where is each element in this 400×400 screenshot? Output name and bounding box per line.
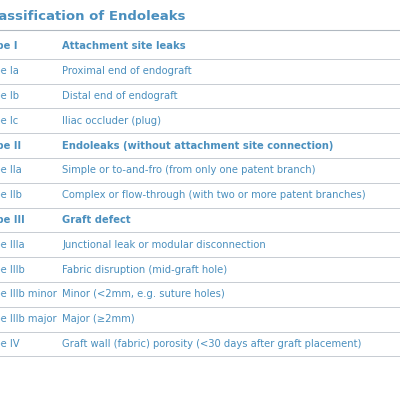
Text: Type Ia: Type Ia	[0, 66, 19, 76]
Text: Type IIb: Type IIb	[0, 190, 22, 200]
Text: Junctional leak or modular disconnection: Junctional leak or modular disconnection	[62, 240, 266, 250]
Text: Fabric disruption (mid-graft hole): Fabric disruption (mid-graft hole)	[62, 265, 227, 274]
Text: Endoleaks (without attachment site connection): Endoleaks (without attachment site conne…	[62, 141, 333, 150]
Text: Graft wall (fabric) porosity (<30 days after graft placement): Graft wall (fabric) porosity (<30 days a…	[62, 339, 361, 349]
Text: Type Ic: Type Ic	[0, 116, 18, 126]
Text: Major (≥2mm): Major (≥2mm)	[62, 314, 135, 324]
Text: Minor (<2mm, e.g. suture holes): Minor (<2mm, e.g. suture holes)	[62, 290, 225, 299]
Text: Type IIIa: Type IIIa	[0, 240, 25, 250]
Text: Type II: Type II	[0, 141, 21, 150]
Text: Type III: Type III	[0, 215, 25, 225]
Text: Proximal end of endograft: Proximal end of endograft	[62, 66, 192, 76]
Text: Type IIIb major: Type IIIb major	[0, 314, 57, 324]
Text: Distal end of endograft: Distal end of endograft	[62, 91, 178, 101]
Text: Type IIIb: Type IIIb	[0, 265, 25, 274]
Text: Graft defect: Graft defect	[62, 215, 131, 225]
Text: Iliac occluder (plug): Iliac occluder (plug)	[62, 116, 161, 126]
Text: Type Ib: Type Ib	[0, 91, 19, 101]
Text: Attachment site leaks: Attachment site leaks	[62, 41, 186, 51]
Text: Type I: Type I	[0, 41, 18, 51]
Text: Type IIIb minor: Type IIIb minor	[0, 290, 57, 299]
Text: Type IV: Type IV	[0, 339, 20, 349]
Text: Classification of Endoleaks: Classification of Endoleaks	[0, 10, 186, 23]
Text: Complex or flow-through (with two or more patent branches): Complex or flow-through (with two or mor…	[62, 190, 366, 200]
Text: Type IIa: Type IIa	[0, 166, 22, 175]
Text: Simple or to-and-fro (from only one patent branch): Simple or to-and-fro (from only one pate…	[62, 166, 316, 175]
